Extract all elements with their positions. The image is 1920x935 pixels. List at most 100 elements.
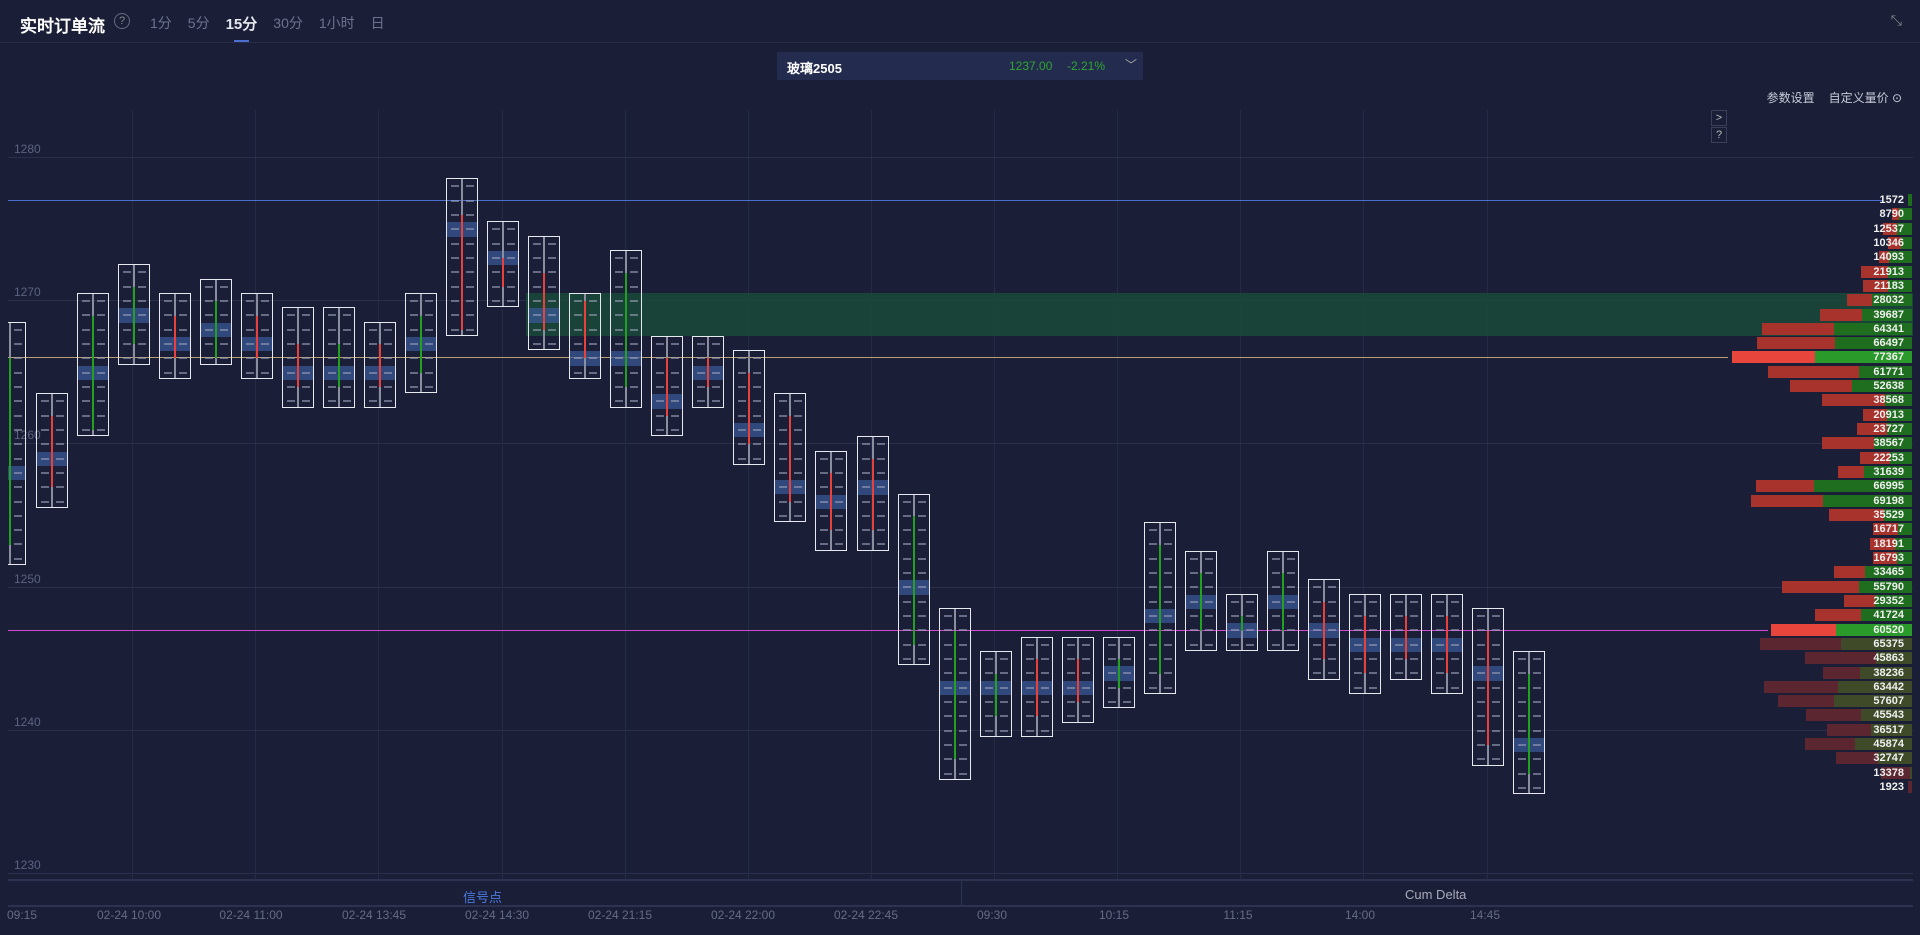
footprint-candle[interactable] xyxy=(1225,593,1258,652)
candle-cell xyxy=(1477,715,1486,718)
tab-1min[interactable]: 1分 xyxy=(150,15,172,31)
footprint-candle[interactable] xyxy=(363,321,396,408)
candle-cell xyxy=(1533,672,1542,675)
candle-cell xyxy=(671,357,680,360)
footprint-candle[interactable] xyxy=(528,235,561,351)
candle-cell xyxy=(753,443,762,446)
candle-cell xyxy=(40,471,49,474)
footprint-candle[interactable] xyxy=(281,307,314,408)
candle-cell xyxy=(1492,658,1501,661)
custom-volume-price-link[interactable]: 自定义量价 ⊙ xyxy=(1829,89,1902,106)
candle-cell xyxy=(876,543,885,546)
profile-buy-bar xyxy=(1858,580,1912,593)
footprint-candle[interactable] xyxy=(1143,522,1176,694)
candle-cell xyxy=(1081,715,1090,718)
chart-help-button[interactable]: ? xyxy=(1711,127,1727,143)
candle-cell xyxy=(424,385,433,388)
candle-cell xyxy=(1148,600,1157,603)
footprint-candle[interactable] xyxy=(856,436,889,551)
candle-cell xyxy=(984,658,993,661)
footprint-candle[interactable] xyxy=(938,608,971,780)
footprint-candle[interactable] xyxy=(1349,593,1382,694)
footprint-candle[interactable] xyxy=(199,278,232,365)
candle-cell xyxy=(984,672,993,675)
candle-cell xyxy=(876,529,885,532)
candle-cell xyxy=(835,514,844,517)
footprint-candle[interactable] xyxy=(322,307,355,408)
candle-cell xyxy=(615,342,624,345)
tab-1hour[interactable]: 1小时 xyxy=(318,15,355,31)
footprint-candle[interactable] xyxy=(446,178,478,336)
candle-cell xyxy=(615,271,624,274)
footprint-candle[interactable] xyxy=(404,293,437,394)
footprint-candle[interactable] xyxy=(1472,608,1505,766)
contract-selector[interactable]: 玻璃2505 1237.00 -2.21% ﹀ xyxy=(777,52,1143,80)
footprint-candle[interactable] xyxy=(1390,593,1423,680)
footprint-candle[interactable] xyxy=(1267,550,1299,652)
footprint-candle[interactable] xyxy=(1431,593,1464,694)
footprint-candle[interactable] xyxy=(979,651,1012,737)
footprint-candle[interactable] xyxy=(1102,636,1135,709)
candle-cell xyxy=(820,529,829,532)
footprint-candle[interactable] xyxy=(487,221,520,308)
question-circle-icon[interactable]: ? xyxy=(114,13,130,29)
candle-cell xyxy=(630,285,639,288)
footprint-candle[interactable] xyxy=(8,321,27,566)
candle-cell xyxy=(548,271,557,274)
tab-cum-delta[interactable]: Cum Delta xyxy=(1405,887,1467,902)
candle-cell xyxy=(835,486,844,489)
footprint-candle[interactable] xyxy=(240,293,273,379)
tab-15min[interactable]: 15分 xyxy=(226,13,257,42)
footprint-candle[interactable] xyxy=(158,293,191,379)
footprint-candle[interactable] xyxy=(569,293,602,379)
candle-cell xyxy=(1287,615,1295,618)
params-settings-link[interactable]: 参数设置 xyxy=(1766,91,1815,105)
footprint-candle[interactable] xyxy=(76,293,109,437)
footprint-candle[interactable] xyxy=(815,450,848,551)
footprint-candle[interactable] xyxy=(1184,550,1217,652)
footprint-chart[interactable]: 1280 1270 1260 1250 1240 1230 1572 8790 12537 103… xyxy=(8,110,1913,879)
candle-cell xyxy=(507,300,516,303)
candle-cell xyxy=(178,314,187,317)
candle-cell xyxy=(122,314,131,317)
compress-icon[interactable]: ⤡ xyxy=(1890,12,1902,28)
tab-day[interactable]: 日 xyxy=(370,15,385,31)
footprint-candle[interactable] xyxy=(733,350,766,465)
profile-sell-bar xyxy=(1777,695,1835,708)
tab-signal-points[interactable]: 信号点 xyxy=(463,890,503,905)
candle-cell xyxy=(1204,600,1213,603)
chevron-down-icon[interactable]: ﹀ xyxy=(1125,58,1138,72)
footprint-candle[interactable] xyxy=(1020,636,1053,737)
candle-cell xyxy=(96,300,105,303)
candle-cell xyxy=(1025,643,1034,646)
profile-buy-bar xyxy=(1875,594,1912,607)
footprint-candle[interactable] xyxy=(1061,636,1094,723)
candle-cell xyxy=(137,314,146,317)
profile-volume-label: 63442 xyxy=(1873,680,1904,693)
tab-5min[interactable]: 5分 xyxy=(187,15,210,31)
tab-30min[interactable]: 30分 xyxy=(273,15,303,31)
footprint-candle[interactable] xyxy=(610,250,643,408)
candle-cell xyxy=(876,471,885,474)
candle-cell xyxy=(902,500,911,503)
footprint-candle[interactable] xyxy=(1308,579,1341,680)
candle-cell xyxy=(55,486,64,489)
footprint-candle[interactable] xyxy=(774,393,807,523)
profile-sell-bar xyxy=(1863,408,1887,421)
footprint-candle[interactable] xyxy=(1513,651,1546,795)
profile-sell-bar xyxy=(1860,451,1891,464)
profile-sell-bar xyxy=(1805,738,1856,751)
candle-cell xyxy=(424,342,433,345)
candle-cell xyxy=(1230,615,1239,618)
profile-sell-bar xyxy=(1764,680,1839,693)
footprint-candle[interactable] xyxy=(692,336,725,408)
expand-button[interactable]: > xyxy=(1711,110,1727,126)
footprint-candle[interactable] xyxy=(35,393,68,508)
candle-cell xyxy=(958,658,967,661)
candle-body xyxy=(748,372,751,445)
footprint-candle[interactable] xyxy=(117,264,150,365)
footprint-candle[interactable] xyxy=(651,336,684,437)
footprint-candle[interactable] xyxy=(897,493,930,666)
profile-buy-bar xyxy=(1861,709,1912,722)
candle-cell xyxy=(81,385,90,388)
